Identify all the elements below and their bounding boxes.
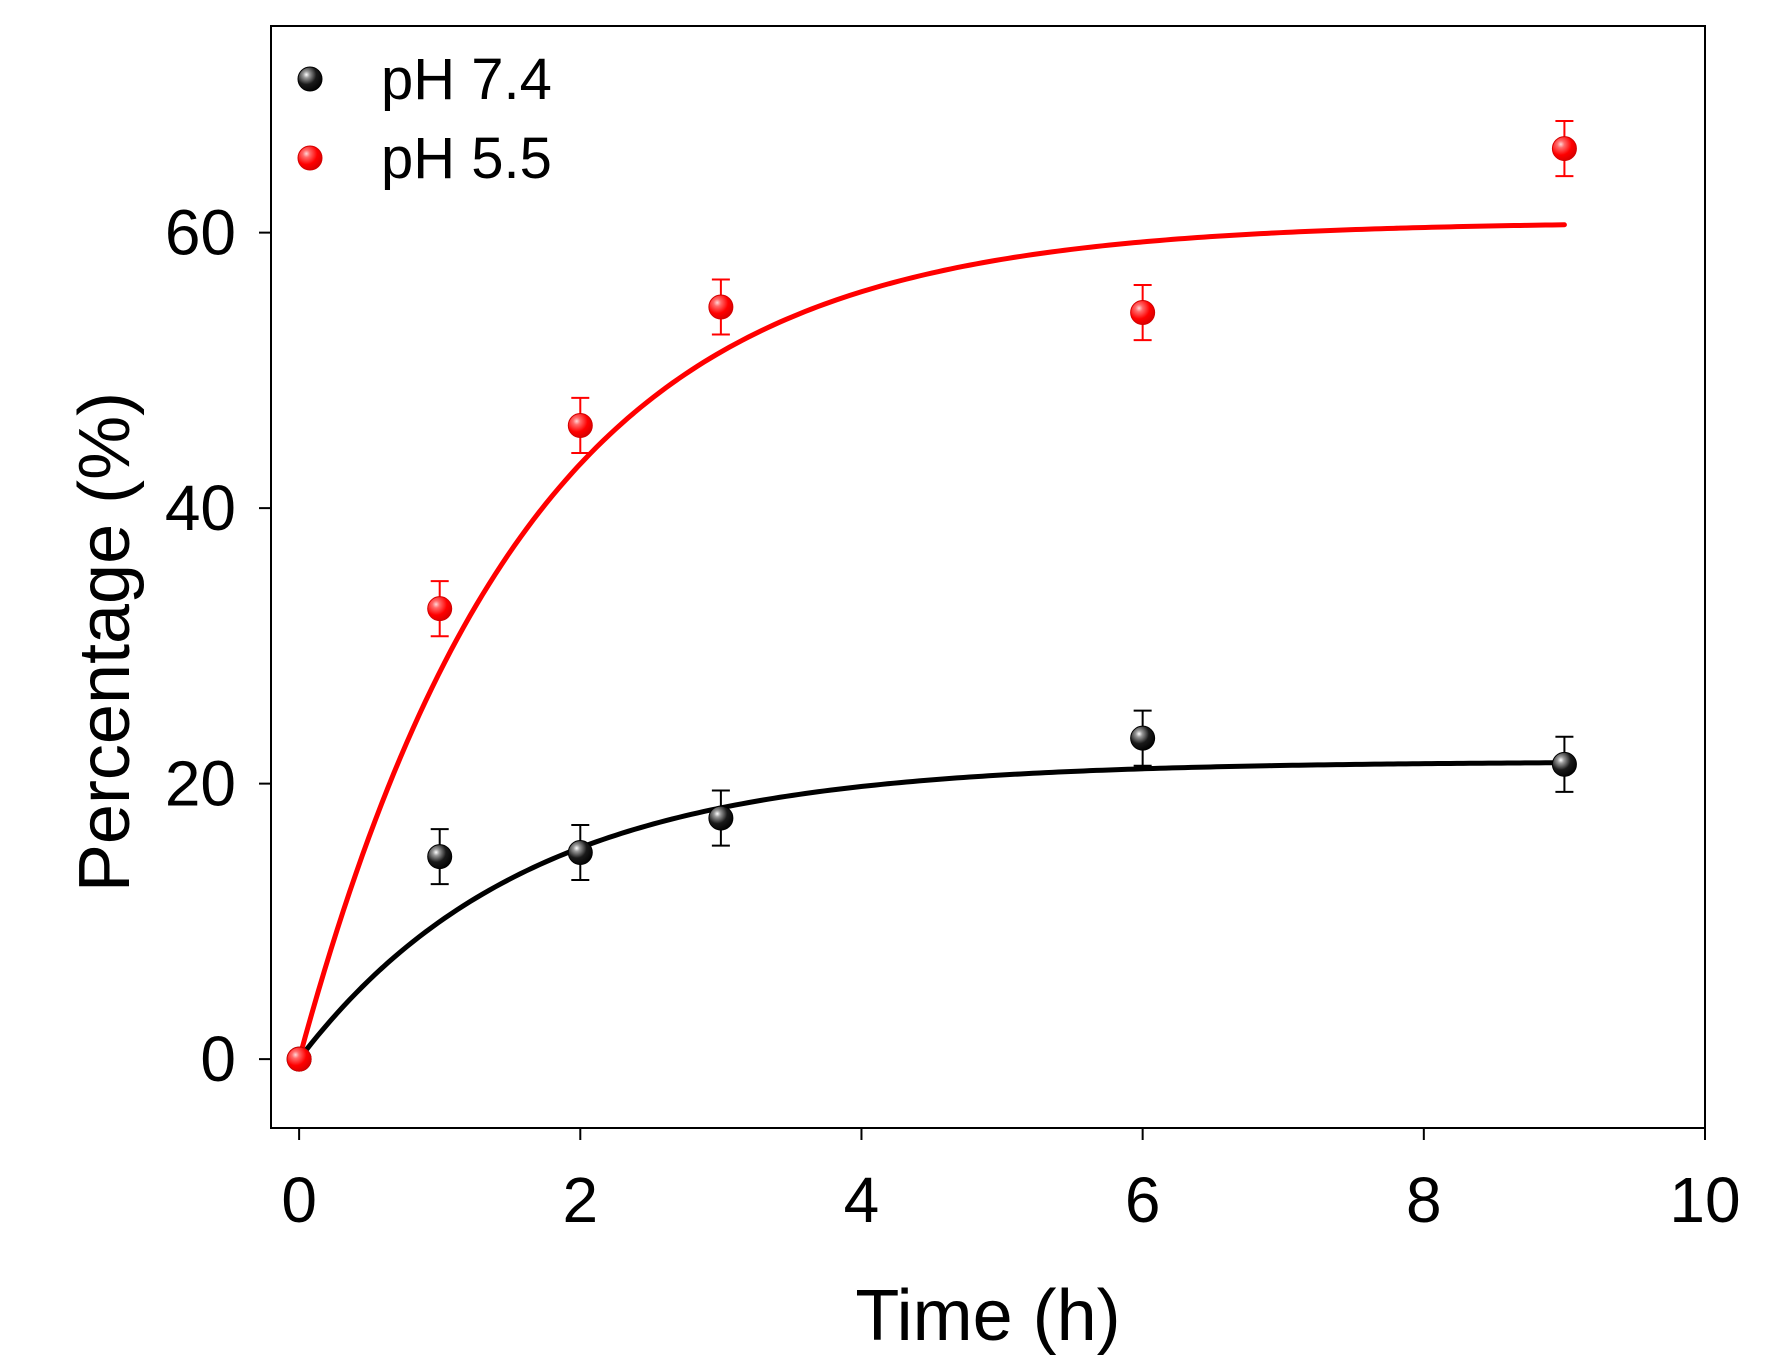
x-tick-label-6: 6 [1125,1164,1161,1236]
axis-tick-labels: 0 2 4 6 8 10 0 20 40 60 [165,197,1741,1236]
data-point-ph-7-4-t3 [708,805,734,831]
axis-ticks [259,231,1706,1140]
y-tick-label-40: 40 [165,472,236,544]
data-point-ph-5-5-t1 [427,596,453,622]
data-point-ph-5-5-t3 [708,294,734,320]
y-axis-title: Percentage (%) [65,392,145,892]
x-tick-label-4: 4 [844,1164,880,1236]
fit-curves [296,222,1567,1062]
x-tick-label-10: 10 [1669,1164,1740,1236]
data-point-ph-7-4-t9 [1551,751,1577,777]
data-point-ph-7-4-t1 [427,844,453,870]
data-points [286,136,1577,1072]
x-tick-label-0: 0 [281,1164,317,1236]
legend-marker-ph-7-4 [297,66,323,92]
legend: pH 7.4 pH 5.5 [297,47,552,191]
x-tick-label-2: 2 [562,1164,598,1236]
plot-frame [270,25,1706,1129]
y-tick-label-60: 60 [165,197,236,269]
legend-label-ph-5-5: pH 5.5 [381,126,552,191]
data-point-ph-5-5-t0 [286,1046,312,1072]
fit-curve-ph-5-5 [296,222,1567,1062]
x-tick-label-8: 8 [1406,1164,1442,1236]
data-point-ph-5-5-t2 [567,412,593,438]
y-tick-label-0: 0 [200,1023,236,1095]
data-point-ph-7-4-t6 [1130,725,1156,751]
error-bars [430,120,1574,886]
data-point-ph-5-5-t9 [1551,136,1577,162]
data-point-ph-7-4-t2 [567,840,593,865]
data-point-ph-5-5-t6 [1130,300,1156,326]
y-tick-label-20: 20 [165,748,236,820]
x-axis-title: Time (h) [855,1276,1120,1356]
fit-curve-ph-7-4 [296,760,1567,1062]
legend-marker-ph-5-5 [297,145,323,171]
legend-label-ph-7-4: pH 7.4 [381,47,552,112]
